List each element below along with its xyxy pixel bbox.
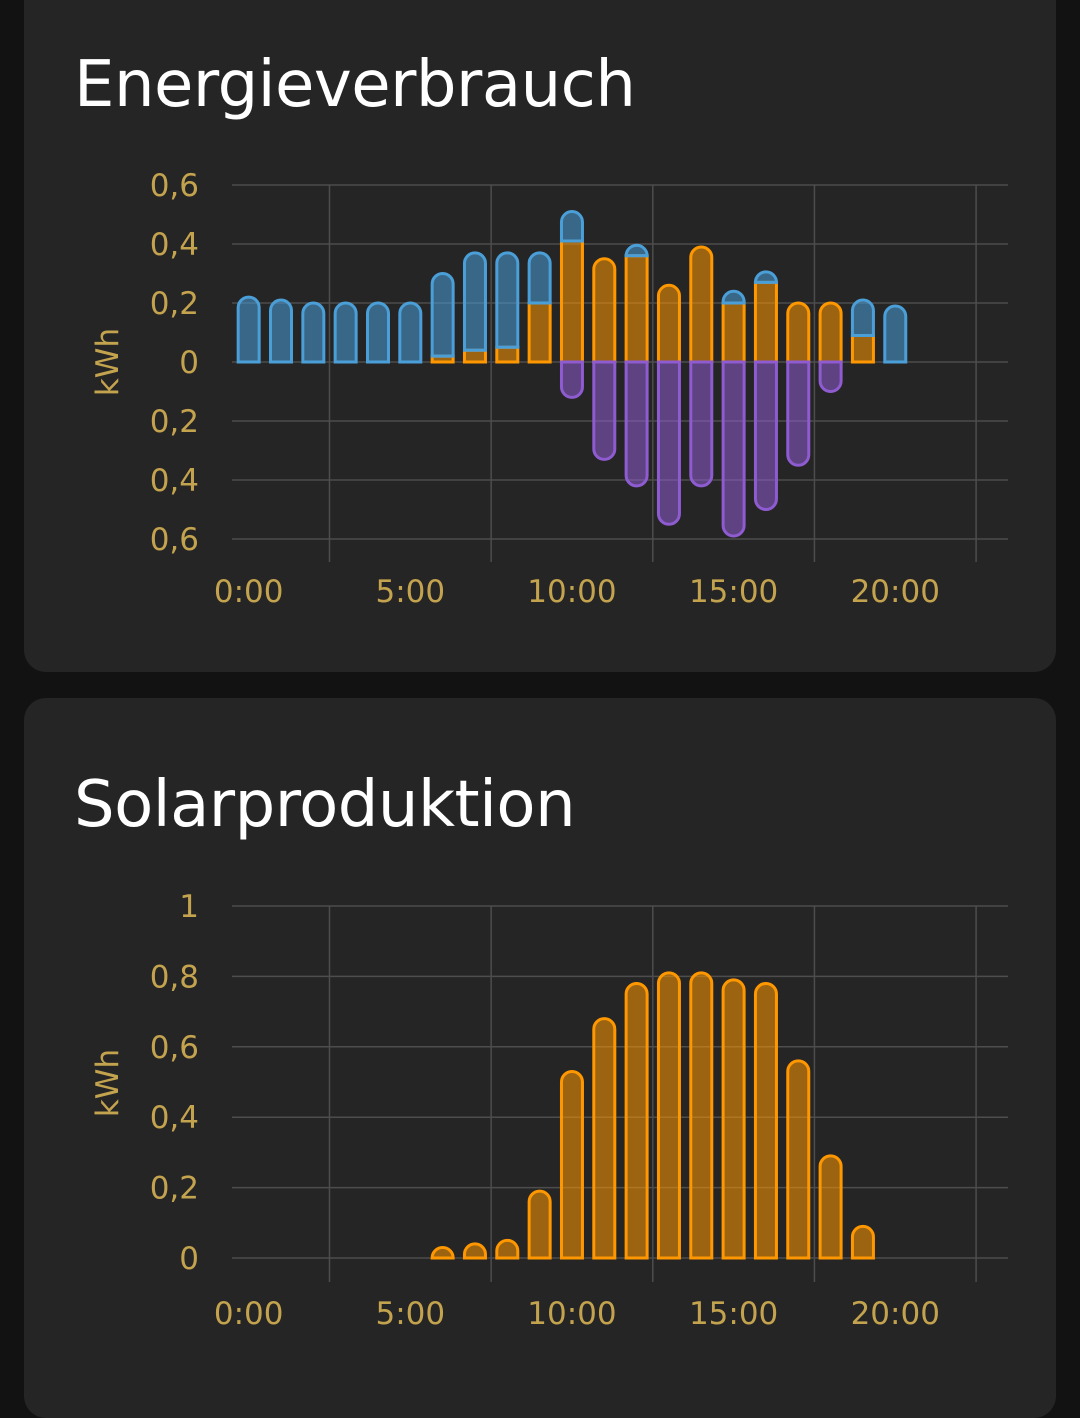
solar-x-tick-label: 15:00 [689, 1296, 778, 1332]
solar-bar-1700-series-0[interactable] [786, 1059, 811, 1260]
energy-y-tick-label: 0,4 [150, 463, 199, 499]
energy-bar-1000-series-1[interactable] [559, 210, 584, 243]
solar-x-tick-label: 20:00 [851, 1296, 940, 1332]
energy-bar-800-series-1[interactable] [495, 251, 520, 349]
solar-y-tick-label: 0,8 [150, 959, 199, 995]
energy-card-title: Energieverbrauch [74, 48, 636, 122]
energy-bar-1700-series-0[interactable] [786, 301, 811, 364]
solar-bar-800-series-0[interactable] [495, 1238, 520, 1260]
solar-y-tick-label: 0 [179, 1241, 199, 1277]
energy-y-tick-label: 0,4 [150, 227, 199, 263]
energy-x-tick-label: 5:00 [376, 574, 446, 610]
solar-production-card: Solarproduktion 1 0,8 0,6 0,4 0,2 0 0:00 5:00 10… [24, 698, 1056, 1418]
energy-y-tick-label: 0 [179, 345, 199, 381]
energy-bar-1300-series-2[interactable] [656, 360, 681, 526]
solar-bar-600-series-0[interactable] [430, 1246, 455, 1260]
solar-y-tick-label: 0,2 [150, 1171, 199, 1207]
energy-bar-900-series-1[interactable] [527, 251, 552, 305]
energy-x-tick-label: 0:00 [214, 574, 284, 610]
solar-x-tick-label: 10:00 [527, 1296, 616, 1332]
energy-bar-1200-series-2[interactable] [624, 360, 649, 488]
solar-bar-700-series-0[interactable] [462, 1242, 487, 1260]
solar-bar-1100-series-0[interactable] [592, 1017, 617, 1260]
energy-bar-800-series-0[interactable] [495, 345, 520, 364]
solar-production-chart[interactable]: 1 0,8 0,6 0,4 0,2 0 0:00 5:00 10:00 15:00 20:00 kWh [24, 698, 1056, 1418]
energy-bar-700-series-0[interactable] [462, 348, 487, 364]
energy-bar-1300-series-0[interactable] [656, 283, 681, 364]
energy-bar-400-series-1[interactable] [365, 301, 390, 364]
energy-x-tick-label: 15:00 [689, 574, 778, 610]
energy-bar-1200-series-1[interactable] [624, 243, 649, 258]
energy-x-tick-label: 20:00 [851, 574, 940, 610]
energy-bar-1600-series-2[interactable] [753, 360, 778, 511]
energy-bar-1800-series-0[interactable] [818, 301, 843, 364]
energy-bar-1900-series-0[interactable] [850, 333, 875, 364]
energy-bar-1500-series-0[interactable] [721, 301, 746, 364]
energy-bar-1600-series-0[interactable] [753, 280, 778, 364]
energy-y-tick-label: 0,6 [150, 168, 199, 204]
energy-bar-2000-series-1[interactable] [883, 304, 908, 364]
solar-bar-1800-series-0[interactable] [818, 1154, 843, 1260]
solar-y-tick-label: 1 [179, 889, 199, 925]
energy-bar-1500-series-2[interactable] [721, 360, 746, 538]
energy-bar-1600-series-1[interactable] [753, 270, 778, 284]
solar-bar-1500-series-0[interactable] [721, 978, 746, 1260]
solar-gridlines [232, 905, 1008, 1282]
energy-bar-1100-series-2[interactable] [592, 360, 617, 461]
energy-gridlines [232, 184, 1008, 562]
solar-bar-900-series-0[interactable] [527, 1189, 552, 1260]
energy-bar-1100-series-0[interactable] [592, 257, 617, 364]
energy-bar-1900-series-1[interactable] [850, 298, 875, 337]
energy-bar-100-series-1[interactable] [268, 298, 293, 364]
energy-bar-1400-series-2[interactable] [689, 360, 714, 488]
solar-bar-1300-series-0[interactable] [656, 971, 681, 1260]
energy-consumption-chart[interactable]: 0,6 0,4 0,2 0 0,2 0,4 0,6 0:00 5:00 10:00 15:00 20:… [24, 0, 1056, 672]
solar-bar-1000-series-0[interactable] [559, 1070, 584, 1260]
solar-y-axis-title: kWh [90, 1049, 126, 1117]
solar-card-title: Solarproduktion [74, 768, 576, 842]
energy-y-tick-label: 0,2 [150, 404, 199, 440]
energy-bar-700-series-1[interactable] [462, 251, 487, 352]
energy-bar-600-series-1[interactable] [430, 272, 455, 358]
energy-bar-200-series-1[interactable] [301, 301, 326, 364]
energy-y-tick-label: 0,6 [150, 522, 199, 558]
energy-bar-1400-series-0[interactable] [689, 245, 714, 364]
solar-y-tick-label: 0,6 [150, 1030, 199, 1066]
energy-bar-1000-series-0[interactable] [559, 239, 584, 364]
solar-bar-1600-series-0[interactable] [753, 982, 778, 1260]
solar-bar-1400-series-0[interactable] [689, 971, 714, 1260]
energy-bar-900-series-0[interactable] [527, 301, 552, 364]
solar-x-tick-label: 5:00 [376, 1296, 446, 1332]
energy-x-tick-label: 10:00 [527, 574, 616, 610]
solar-x-tick-label: 0:00 [214, 1296, 284, 1332]
energy-bar-1200-series-0[interactable] [624, 254, 649, 364]
solar-bar-1200-series-0[interactable] [624, 982, 649, 1260]
energy-consumption-card: Energieverbrauch 0,6 0,4 0,2 0 0,2 0,4 0,6 0:00… [24, 0, 1056, 672]
energy-bar-000-series-1[interactable] [236, 295, 261, 364]
energy-bar-1000-series-2[interactable] [559, 360, 584, 399]
energy-bar-500-series-1[interactable] [398, 301, 423, 364]
energy-bar-1800-series-2[interactable] [818, 360, 843, 393]
energy-y-tick-label: 0,2 [150, 286, 199, 322]
energy-y-axis-title: kWh [90, 328, 126, 396]
energy-bar-300-series-1[interactable] [333, 301, 358, 364]
energy-bar-1500-series-1[interactable] [721, 289, 746, 305]
solar-bar-1900-series-0[interactable] [850, 1224, 875, 1260]
energy-bar-1700-series-2[interactable] [786, 360, 811, 467]
solar-y-tick-label: 0,4 [150, 1100, 199, 1136]
